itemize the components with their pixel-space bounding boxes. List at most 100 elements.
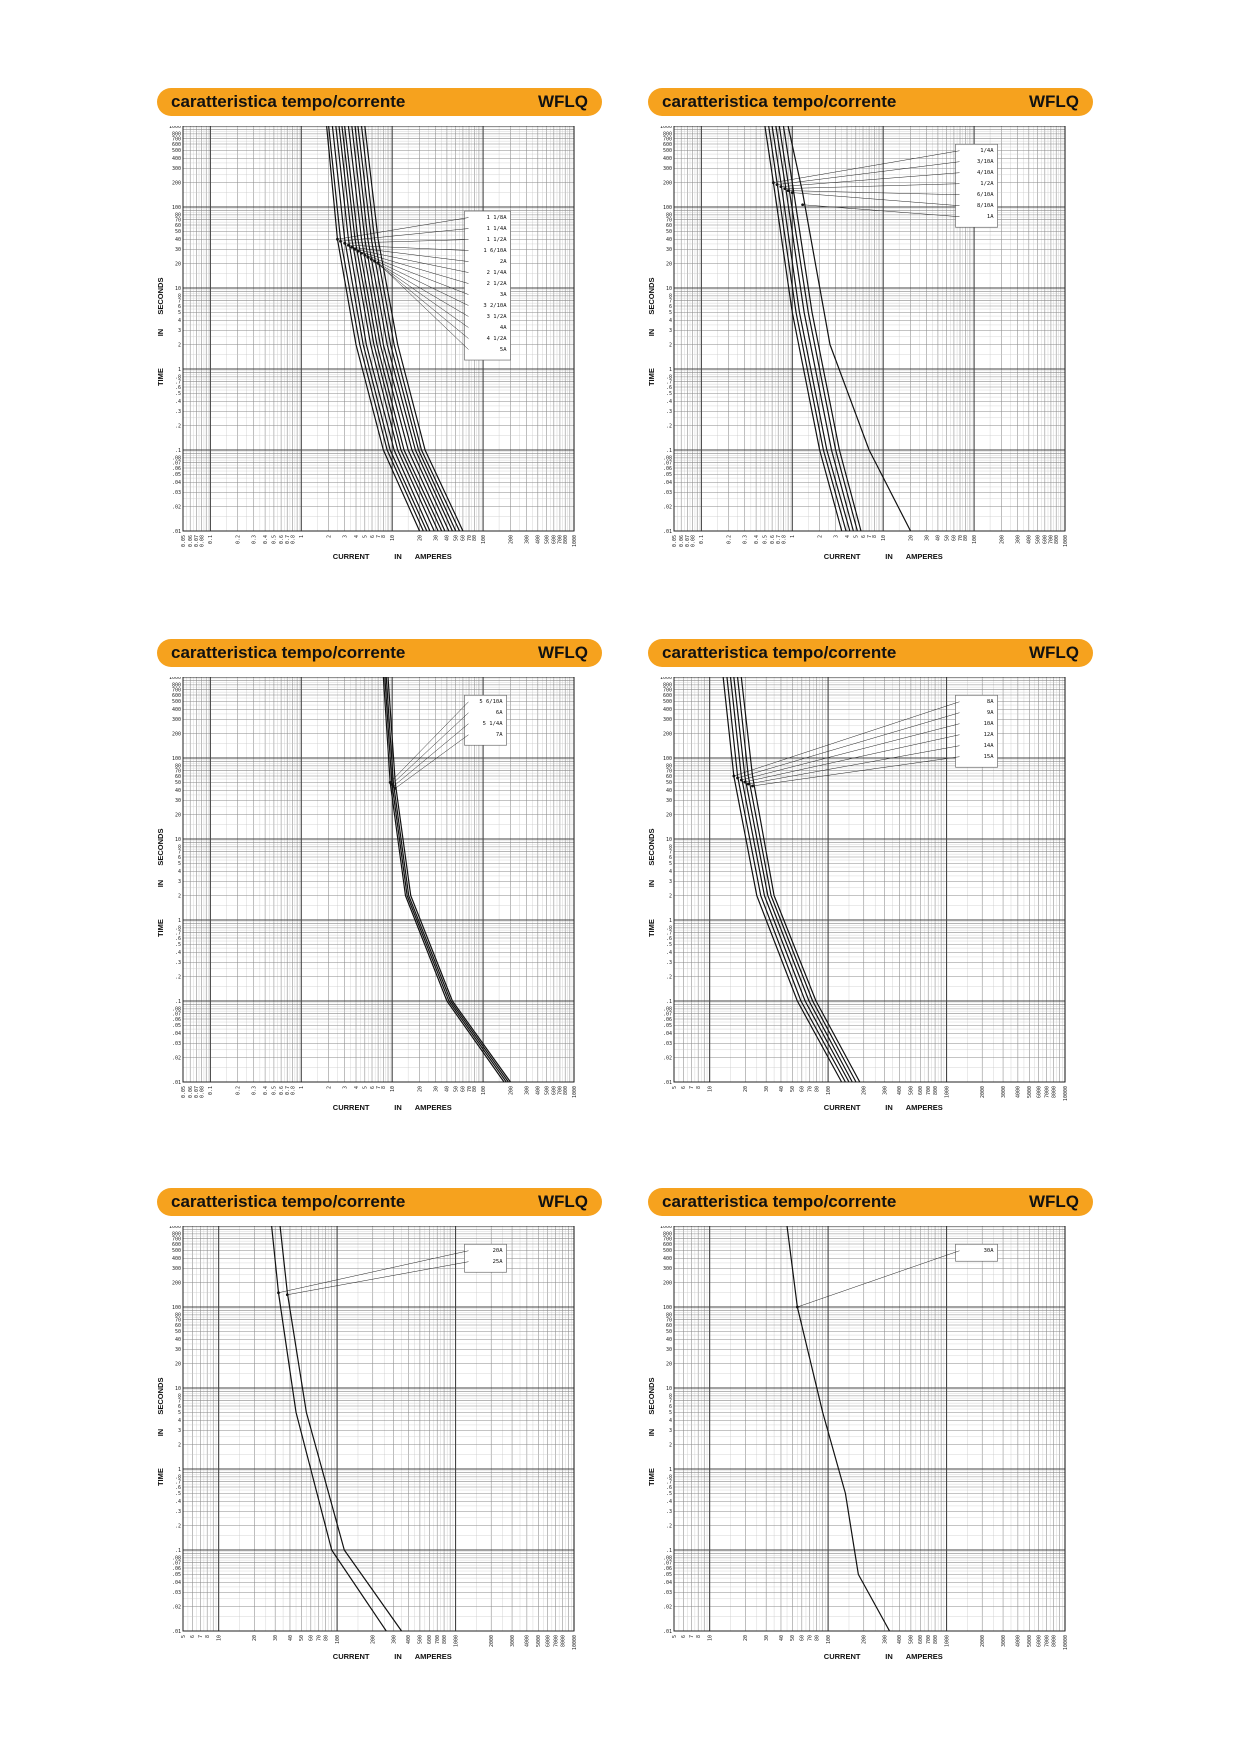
x-axis-label-word: CURRENT	[824, 1103, 861, 1112]
y-tick-label: .5	[666, 391, 672, 397]
x-tick-label: 80	[323, 1635, 329, 1641]
y-tick-label: .05	[172, 1023, 181, 1029]
panel-title: caratteristica tempo/corrente	[662, 643, 897, 662]
x-tick-label: 70	[467, 535, 473, 541]
x-tick-label: 3	[342, 535, 348, 538]
legend-leader	[777, 161, 960, 185]
legend-label: 25A	[493, 1259, 504, 1265]
x-tick-label: 6	[681, 1086, 687, 1089]
x-tick-label: 80	[472, 1086, 478, 1092]
x-tick-label: 700	[926, 1635, 932, 1644]
legend-leader	[367, 257, 469, 317]
series-line	[351, 126, 450, 532]
x-tick-label: 300	[882, 1086, 888, 1095]
y-axis-label: TIME IN SECONDS	[648, 278, 656, 387]
y-tick-label: 8	[669, 294, 672, 300]
plot-area	[674, 677, 1065, 1082]
y-tick-label: .8	[175, 375, 181, 381]
y-tick-label: 6	[178, 855, 181, 861]
plot-frame	[673, 1226, 1066, 1632]
legend-label: 4/10A	[977, 170, 994, 176]
y-tick-label: .2	[175, 1523, 181, 1529]
product-code: WFLQ	[537, 1192, 588, 1211]
x-tick-label: 40	[779, 1635, 785, 1641]
legend-label: 4 1/2A	[487, 336, 508, 342]
y-axis-label-word: TIME	[648, 1468, 656, 1486]
x-tick-label: 20	[743, 1635, 749, 1641]
legend-box	[464, 210, 511, 361]
y-tick-label: .01	[663, 1629, 672, 1635]
y-tick-label: 800	[172, 132, 181, 138]
legend-label: 1 1/2A	[487, 237, 508, 243]
x-tick-label: 5	[672, 1086, 678, 1089]
y-tick-label: .3	[666, 1509, 672, 1515]
x-tick-label: 5	[363, 535, 369, 538]
x-tick-label: 0.05	[672, 535, 678, 547]
legend-leader	[792, 192, 960, 206]
y-tick-label: .1	[666, 999, 672, 1005]
y-tick-label: .05	[663, 1572, 672, 1578]
y-tick-label: 8	[178, 294, 181, 300]
y-tick-label: 10	[175, 286, 181, 292]
plot-frame	[182, 677, 575, 1083]
y-tick-label: 70	[175, 768, 181, 774]
grid	[673, 677, 1066, 1083]
product-code: WFLQ	[1028, 643, 1079, 662]
y-tick-label: .07	[172, 1560, 181, 1566]
x-tick-label: 0.5	[272, 1086, 278, 1095]
x-tick-label: 5	[181, 1635, 187, 1638]
y-tick-label: 70	[666, 217, 672, 223]
plot-area	[674, 126, 1065, 531]
legend-marker	[336, 237, 339, 241]
panel-banner: caratteristica tempo/corrente WFLQ	[648, 88, 1093, 116]
series-line	[385, 677, 509, 1083]
y-tick-label: 1000	[169, 1226, 181, 1230]
y-tick-label: .5	[175, 1491, 181, 1497]
x-tick-label: 400	[536, 535, 542, 544]
x-tick-label: 300	[391, 1635, 397, 1644]
x-tick-label: 0.3	[252, 1086, 258, 1095]
legend-label: 30A	[984, 1248, 995, 1254]
x-tick-label: 20	[417, 1086, 423, 1092]
y-tick-label: .6	[175, 385, 181, 391]
x-tick-label: 500	[1035, 535, 1041, 544]
x-tick-label: 10	[390, 535, 396, 541]
legend-marker	[775, 183, 779, 187]
x-tick-label: 0.08	[199, 1086, 205, 1098]
x-tick-label: 0.08	[199, 535, 205, 547]
y-tick-label: 40	[175, 237, 181, 243]
legend-marker	[391, 784, 395, 788]
y-tick-label: 1000	[169, 677, 181, 681]
time-current-chart: .01 .02 .03 .04 .05.06.07.08 .1 .2 .3 .4 .5.6.7.8…	[648, 677, 1069, 1112]
series-line	[357, 126, 457, 532]
panel-title: caratteristica tempo/corrente	[171, 1192, 406, 1211]
y-axis-label-word: SECONDS	[157, 1378, 165, 1415]
y-tick-label: .03	[172, 1590, 181, 1596]
y-tick-label: .7	[175, 930, 181, 936]
y-tick-label: 10	[175, 1386, 181, 1392]
x-tick-label: 10	[216, 1635, 222, 1641]
legend-leader	[374, 261, 469, 339]
x-tick-label: 0.7	[285, 1086, 291, 1095]
x-tick-label: 500	[909, 1635, 915, 1644]
x-tick-label: 0.4	[263, 1086, 269, 1095]
x-tick-label: 800	[933, 1086, 939, 1095]
y-tick-label: .2	[175, 423, 181, 429]
plot-area	[183, 677, 574, 1082]
series-line	[775, 126, 854, 532]
x-axis-label-word: CURRENT	[333, 552, 370, 561]
legend-label: 2 1/2A	[487, 281, 508, 287]
y-tick-label: 700	[172, 687, 181, 693]
y-tick-label: 3	[669, 328, 672, 334]
x-tick-label: 100	[481, 1086, 487, 1095]
x-tick-label: 20	[743, 1086, 749, 1092]
legend-leader	[278, 1250, 469, 1293]
x-tick-label: 200	[508, 1086, 514, 1095]
y-tick-label: .04	[172, 1580, 181, 1586]
x-tick-label: 40	[445, 1086, 451, 1092]
x-tick-label: 70	[958, 535, 964, 541]
series-line	[768, 126, 847, 532]
y-tick-label: 7	[178, 849, 181, 855]
y-axis-label: TIME IN SECONDS	[157, 829, 165, 938]
grid	[182, 126, 575, 532]
